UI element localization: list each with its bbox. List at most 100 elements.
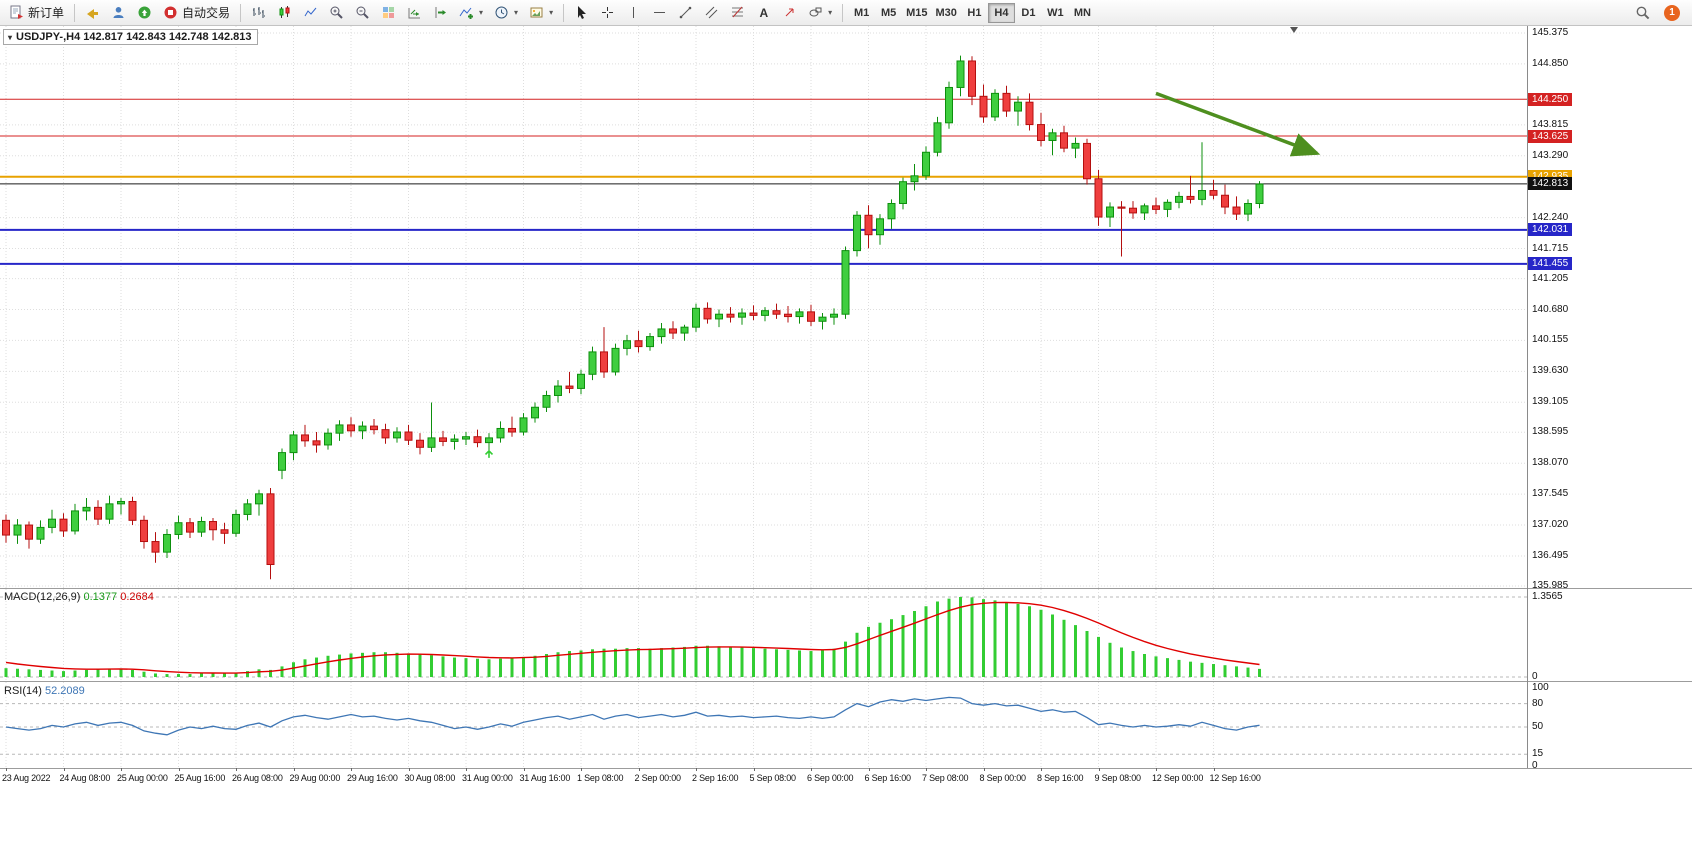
timeframe-button-h4[interactable]: H4 (987, 2, 1015, 23)
time-axis-tick (351, 768, 352, 771)
timeframe-button-mn[interactable]: MN (1069, 3, 1096, 23)
line-chart-button[interactable] (298, 2, 323, 24)
crosshair-tool-button[interactable] (595, 2, 620, 24)
time-axis-label: 7 Sep 08:00 (922, 773, 969, 783)
price-axis-label: 139.105 (1532, 396, 1569, 408)
trendline-tool-button[interactable] (673, 2, 698, 24)
time-axis-tick (293, 768, 295, 771)
time-axis-label: 23 Aug 2022 (2, 773, 51, 783)
time-axis[interactable]: 23 Aug 2022 24 Aug 08:00 25 Aug 00:00 25 Au… (0, 768, 1527, 792)
trendline-icon (678, 5, 693, 20)
periods-button[interactable]: ▾ (489, 2, 523, 24)
zoom-in-button[interactable] (324, 2, 349, 24)
price-axis-label: 141.715 (1532, 242, 1569, 254)
candlestick-chart-button[interactable] (272, 2, 297, 24)
arrows-tool-button[interactable] (777, 2, 802, 24)
chevron-down-icon: ▾ (479, 8, 484, 17)
line-chart-icon (303, 5, 318, 20)
price-axis-label: 141.205 (1532, 272, 1569, 284)
macd-signal-line (5, 601, 1260, 674)
time-axis-label: 12 Sep 00:00 (1152, 773, 1204, 783)
rsi-panel-canvas[interactable] (0, 682, 1527, 768)
profile-button[interactable] (106, 2, 131, 24)
chevron-down-icon: ▾ (514, 8, 519, 17)
bar-chart-button[interactable] (246, 2, 271, 24)
news-horn-button[interactable] (80, 2, 105, 24)
price-axis-label: 136.495 (1532, 549, 1569, 561)
timeframe-button-m30[interactable]: M30 (932, 3, 961, 23)
macd-panel-canvas[interactable] (0, 589, 1527, 681)
time-axis-label: 9 Sep 08:00 (1094, 773, 1142, 783)
text-icon: A (756, 5, 771, 20)
auto-scroll-icon (407, 5, 422, 20)
price-axis-label: 140.680 (1532, 303, 1569, 315)
price-axis-border (1527, 26, 1528, 768)
main-chart-canvas[interactable] (0, 26, 1527, 588)
time-axis-tick (236, 768, 237, 771)
panel-separator[interactable] (0, 681, 1692, 682)
timeframe-button-h1[interactable]: H1 (961, 3, 988, 23)
time-axis-tick (753, 768, 755, 771)
timeframe-button-d1[interactable]: D1 (1015, 3, 1042, 23)
time-axis-label: 8 Sep 00:00 (979, 773, 1027, 783)
market-button[interactable] (132, 2, 157, 24)
one-click-trading-toggle-icon[interactable]: ▾ (8, 32, 13, 42)
time-axis-label: 29 Aug 00:00 (289, 773, 341, 783)
price-axis-label: 144.850 (1532, 57, 1569, 69)
macd-name: MACD(12,26,9) (4, 591, 81, 603)
search-button[interactable] (1630, 2, 1656, 24)
horizontal-line-tool-button[interactable] (647, 2, 672, 24)
shapes-icon (808, 5, 823, 20)
shapes-tool-button[interactable]: ▾ (803, 2, 837, 24)
timeframe-buttons: M1 M5 M15 M30 H1 H4 D1 W1 MN (848, 2, 1096, 23)
chart-shift-icon (433, 5, 448, 20)
time-axis-tick (1098, 768, 1100, 771)
auto-scroll-button[interactable] (402, 2, 427, 24)
vertical-line-tool-button[interactable] (621, 2, 646, 24)
chart-title[interactable]: ▾ USDJPY-,H4 142.817 142.843 142.748 142… (3, 29, 259, 45)
price-axis-label: 142.240 (1532, 211, 1569, 223)
chart-window[interactable]: 23 Aug 2022 24 Aug 08:00 25 Aug 00:00 25 Au… (0, 26, 1692, 849)
channel-tool-button[interactable] (699, 2, 724, 24)
new-order-button[interactable]: 新订单 (4, 2, 69, 24)
templates-button[interactable]: ▾ (524, 2, 558, 24)
rsi-label: RSI(14) 52.2089 (4, 685, 85, 697)
time-axis-label: 2 Sep 16:00 (692, 773, 739, 783)
timeframe-button-m5[interactable]: M5 (875, 3, 902, 23)
rsi-scale-label: 100 (1532, 682, 1549, 693)
macd-label: MACD(12,26,9) 0.1377 0.2684 (4, 591, 154, 603)
price-axis-label: 140.155 (1532, 334, 1569, 346)
fibonacci-tool-button[interactable] (725, 2, 750, 24)
timeframe-button-w1[interactable]: W1 (1042, 3, 1069, 23)
price-axis-label: 135.985 (1532, 580, 1569, 591)
price-axis-label: 143.815 (1532, 118, 1569, 130)
candles-icon (277, 5, 292, 20)
bars-icon (251, 5, 266, 20)
time-axis-tick (1213, 768, 1215, 771)
toolbar-right: 1 (1630, 2, 1688, 24)
cursor-tool-button[interactable] (569, 2, 594, 24)
auto-trading-icon (163, 5, 178, 20)
clock-icon (494, 5, 509, 20)
horizontal-lines-layer (0, 98, 1527, 265)
tile-windows-button[interactable] (376, 2, 401, 24)
time-axis-label: 31 Aug 16:00 (519, 773, 571, 783)
time-axis-tick (1041, 768, 1042, 771)
toolbar: 新订单 自动交易 ▾ ▾ ▾ A ▾ M1 M5 M15 M30 H1 H4 D1 W1 MN … (0, 0, 1692, 26)
timeframe-button-m1[interactable]: M1 (848, 3, 875, 23)
grid-layer (0, 26, 1527, 588)
zoom-out-button[interactable] (350, 2, 375, 24)
chart-shift-marker (1290, 27, 1298, 33)
time-axis-border (0, 768, 1692, 769)
zoom-out-icon (355, 5, 370, 20)
time-axis-tick (1156, 768, 1157, 771)
auto-trading-button[interactable]: 自动交易 (158, 2, 235, 24)
chevron-down-icon: ▾ (549, 8, 554, 17)
panel-separator[interactable] (0, 588, 1692, 589)
trend-arrow (1155, 91, 1321, 157)
text-tool-button[interactable]: A (751, 2, 776, 24)
indicators-button[interactable]: ▾ (454, 2, 488, 24)
notification-badge[interactable]: 1 (1664, 4, 1680, 21)
timeframe-button-m15[interactable]: M15 (902, 3, 931, 23)
chart-shift-button[interactable] (428, 2, 453, 24)
